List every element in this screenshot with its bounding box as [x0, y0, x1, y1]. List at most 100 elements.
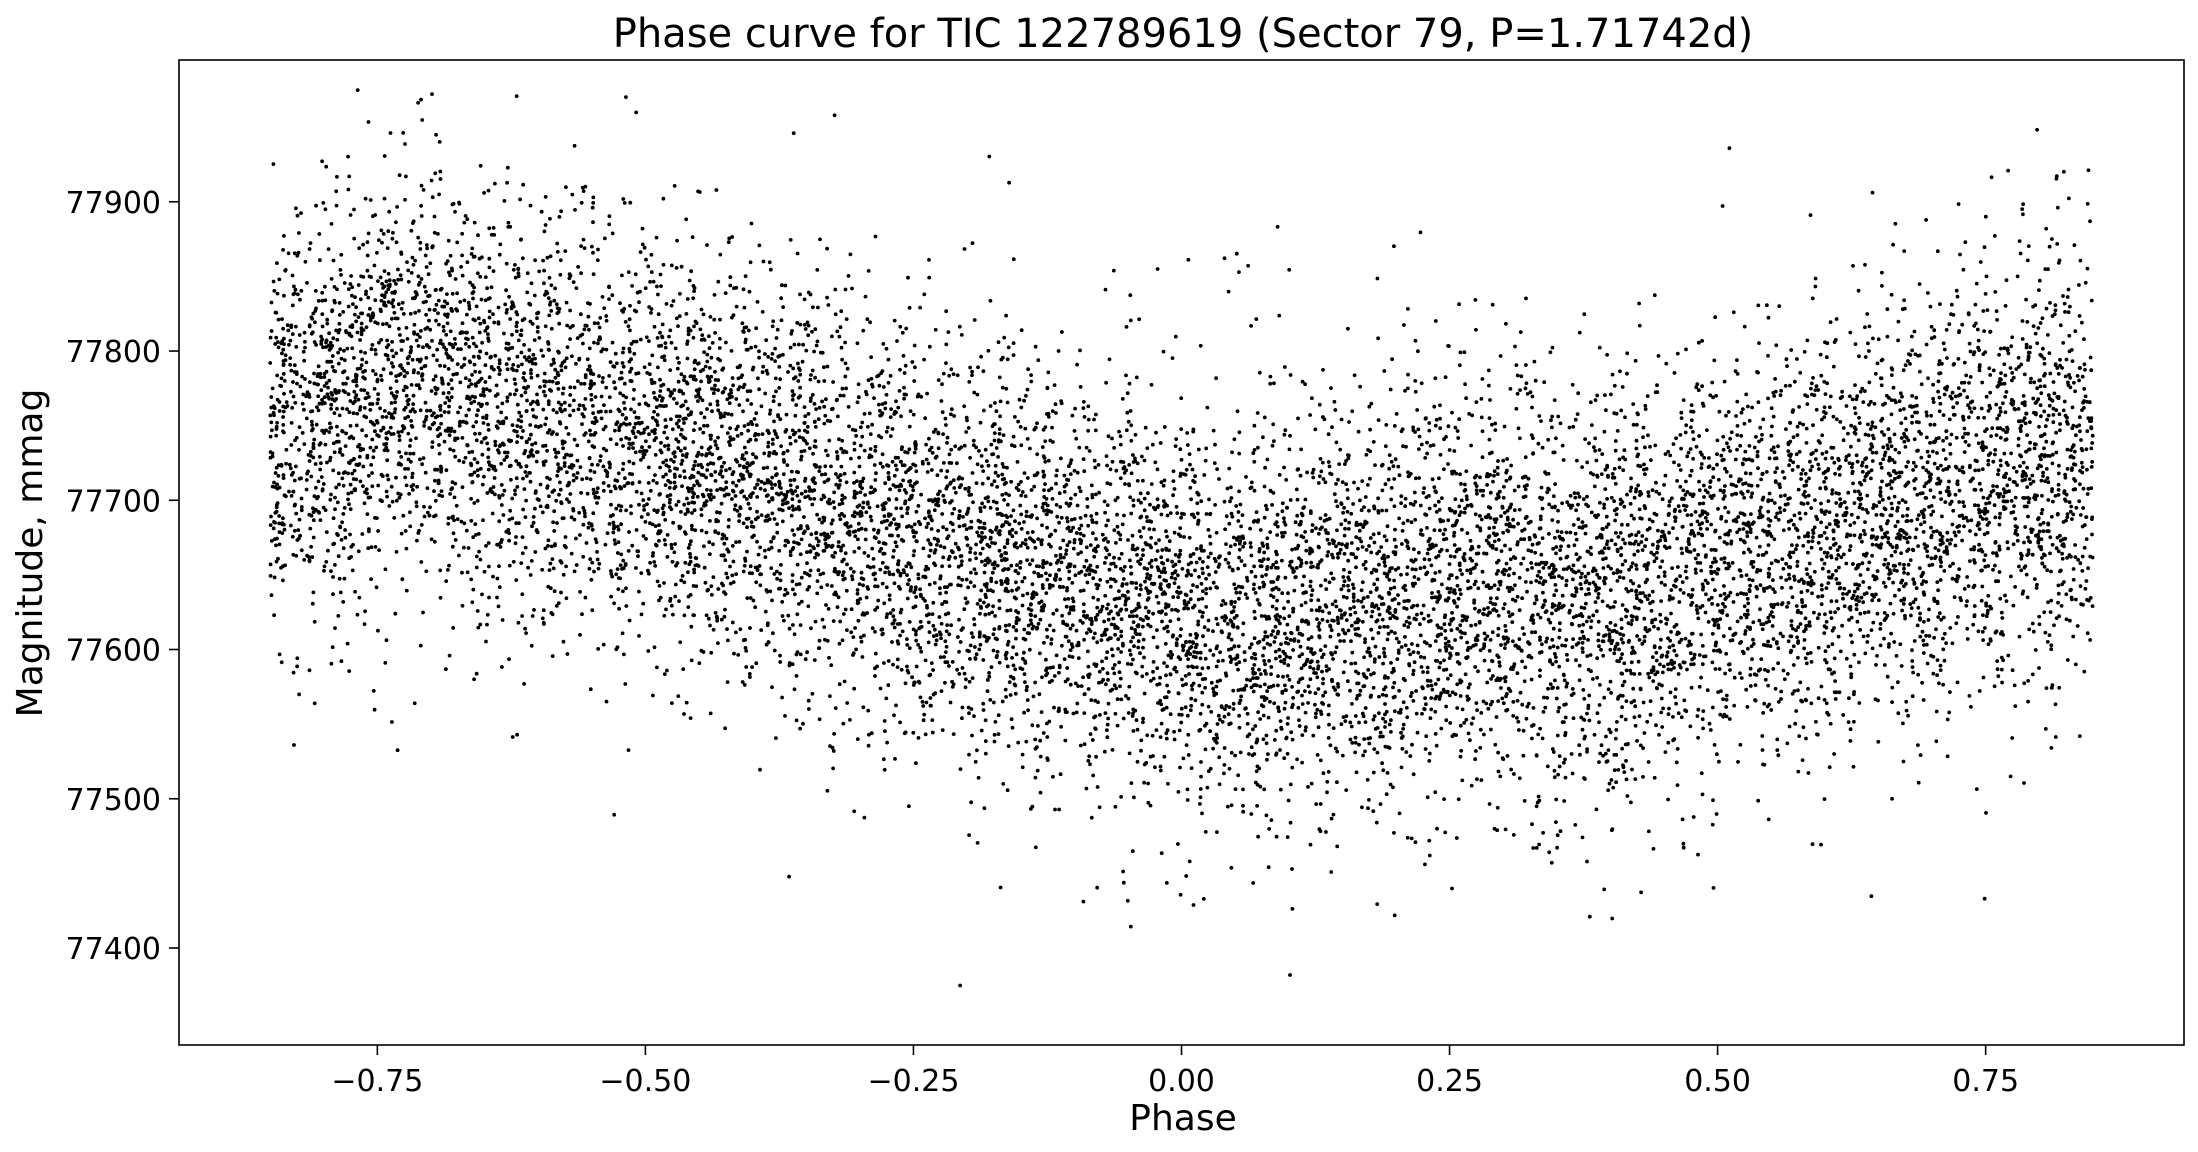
data-point [1337, 541, 1341, 546]
data-point [376, 392, 380, 397]
data-point [1350, 409, 1355, 414]
data-point [438, 403, 443, 408]
data-point [1183, 674, 1188, 678]
data-point [485, 441, 490, 446]
data-point [675, 356, 680, 360]
data-point [886, 357, 891, 362]
data-point [317, 232, 322, 236]
data-point [1825, 536, 1829, 541]
data-point [1779, 689, 1784, 694]
data-point [1023, 494, 1028, 499]
data-point [507, 357, 511, 361]
data-point [1724, 470, 1729, 474]
data-point [1497, 489, 1502, 494]
data-point [997, 427, 1002, 431]
data-point [462, 363, 466, 367]
data-point [1173, 444, 1178, 448]
data-point [1114, 541, 1118, 545]
data-point [1384, 423, 1389, 427]
data-point [1308, 677, 1313, 682]
data-point [1516, 484, 1521, 489]
data-point [1794, 604, 1799, 608]
data-point [1817, 612, 1822, 617]
data-point [1496, 613, 1501, 618]
data-point [705, 468, 710, 472]
data-point [269, 514, 273, 519]
data-point [1335, 749, 1340, 754]
data-point [1458, 623, 1463, 628]
data-point [1274, 520, 1279, 525]
data-point [790, 497, 795, 502]
data-point [1343, 659, 1347, 664]
data-point [749, 402, 754, 406]
data-point [535, 497, 540, 501]
data-point [1532, 601, 1537, 606]
data-point [1334, 645, 1339, 650]
data-point [356, 283, 361, 287]
data-point [318, 518, 323, 522]
data-point [1637, 301, 1641, 306]
data-point [1596, 595, 1600, 600]
data-point [1490, 302, 1495, 307]
data-point [1919, 382, 1924, 387]
data-point [325, 460, 329, 465]
data-point [1232, 437, 1237, 442]
data-point [427, 513, 432, 518]
data-point [1893, 593, 1897, 598]
data-point [1350, 741, 1355, 745]
data-point [866, 424, 870, 429]
data-point [1165, 534, 1169, 539]
data-point [1541, 830, 1545, 835]
data-point [1171, 595, 1176, 599]
data-point [1520, 626, 1525, 630]
data-point [1796, 535, 1801, 540]
data-point [1965, 575, 1969, 579]
data-point [982, 806, 987, 811]
data-point [444, 351, 449, 356]
data-point [1093, 698, 1098, 703]
data-point [2021, 212, 2025, 217]
data-point [951, 732, 956, 736]
data-point [286, 251, 291, 256]
data-point [1358, 498, 1362, 503]
data-point [406, 467, 410, 471]
data-point [926, 538, 931, 542]
data-point [1913, 535, 1918, 540]
data-point [1005, 788, 1010, 793]
data-point [1019, 480, 1023, 484]
data-point [1062, 657, 1067, 662]
data-point [1766, 509, 1771, 514]
data-point [978, 598, 982, 603]
data-point [1756, 553, 1761, 557]
data-point [2068, 509, 2073, 514]
data-point [1151, 635, 1156, 640]
data-point [1955, 294, 1960, 299]
data-point [1530, 736, 1534, 741]
data-point [1572, 491, 1577, 495]
data-point [634, 415, 639, 420]
data-point [1433, 682, 1438, 686]
data-point [519, 419, 524, 424]
data-point [1515, 671, 1520, 676]
data-point [390, 340, 394, 344]
data-point [970, 373, 974, 378]
data-point [1973, 503, 1977, 508]
data-point [320, 337, 325, 342]
data-point [796, 361, 800, 366]
data-point [312, 381, 317, 386]
data-point [889, 521, 894, 525]
data-point [887, 593, 892, 598]
data-point [363, 351, 367, 355]
data-point [1271, 580, 1276, 584]
data-point [1038, 790, 1043, 795]
data-point [355, 367, 360, 371]
data-point [621, 589, 625, 594]
data-point [1264, 733, 1269, 738]
data-point [1363, 495, 1368, 499]
data-point [1734, 491, 1739, 496]
data-point [1459, 635, 1464, 640]
data-point [866, 554, 871, 558]
data-point [337, 321, 342, 326]
data-point [1875, 569, 1880, 573]
data-point [1852, 692, 1856, 697]
